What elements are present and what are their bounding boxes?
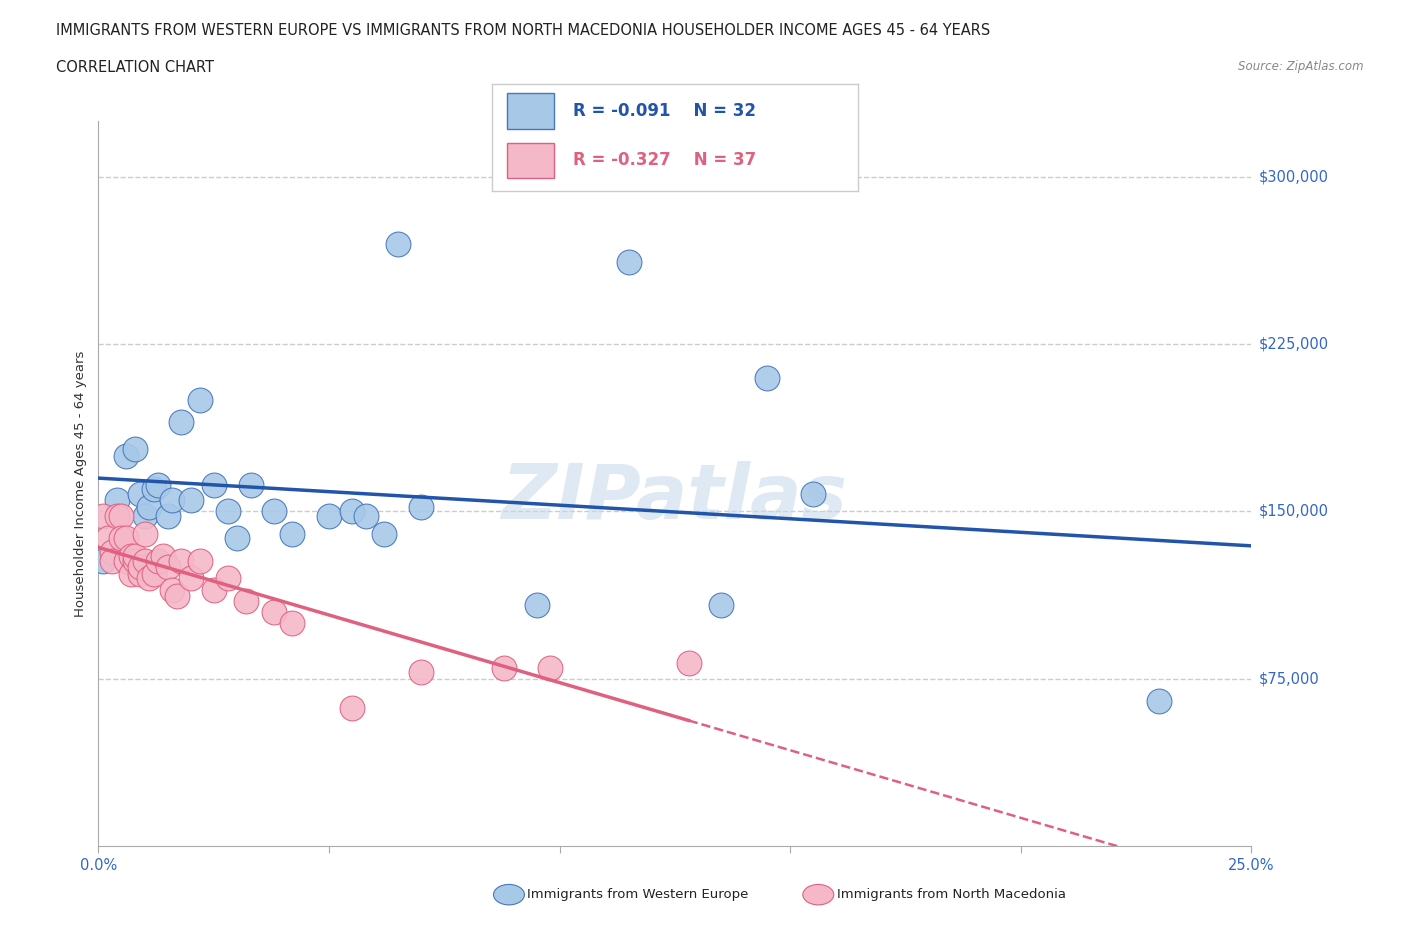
Point xyxy=(678,656,700,671)
Text: Immigrants from Western Europe: Immigrants from Western Europe xyxy=(527,888,748,901)
Point xyxy=(115,553,138,568)
Point xyxy=(124,553,146,568)
Point xyxy=(235,593,257,608)
Point xyxy=(281,616,304,631)
Point xyxy=(239,477,262,492)
Point xyxy=(156,509,179,524)
Text: CORRELATION CHART: CORRELATION CHART xyxy=(56,60,214,75)
Point xyxy=(801,486,824,501)
Point xyxy=(710,598,733,613)
Point xyxy=(387,236,409,251)
Text: $75,000: $75,000 xyxy=(1258,671,1319,686)
Point xyxy=(138,571,160,586)
Text: Source: ZipAtlas.com: Source: ZipAtlas.com xyxy=(1239,60,1364,73)
Point xyxy=(124,549,146,564)
Point xyxy=(129,566,152,581)
Text: $300,000: $300,000 xyxy=(1258,169,1329,184)
Text: Immigrants from North Macedonia: Immigrants from North Macedonia xyxy=(837,888,1066,901)
Point xyxy=(148,553,170,568)
Point xyxy=(101,553,124,568)
Point xyxy=(263,604,285,619)
Point xyxy=(160,582,183,597)
Point xyxy=(148,477,170,492)
Point xyxy=(134,509,156,524)
Point xyxy=(217,504,239,519)
Point xyxy=(101,544,124,559)
Text: R = -0.091    N = 32: R = -0.091 N = 32 xyxy=(572,102,755,120)
Point xyxy=(138,499,160,514)
Y-axis label: Householder Income Ages 45 - 64 years: Householder Income Ages 45 - 64 years xyxy=(75,351,87,617)
Point xyxy=(217,571,239,586)
Point xyxy=(91,553,114,568)
Point xyxy=(115,448,138,463)
Point xyxy=(166,589,188,604)
Bar xyxy=(506,93,554,128)
Point xyxy=(152,549,174,564)
Point xyxy=(617,254,640,269)
Point xyxy=(180,571,202,586)
Point xyxy=(225,531,247,546)
Point xyxy=(129,560,152,575)
Point xyxy=(281,526,304,541)
Point xyxy=(340,700,363,715)
Point xyxy=(160,493,183,508)
Text: IMMIGRANTS FROM WESTERN EUROPE VS IMMIGRANTS FROM NORTH MACEDONIA HOUSEHOLDER IN: IMMIGRANTS FROM WESTERN EUROPE VS IMMIGR… xyxy=(56,23,990,38)
Point xyxy=(129,486,152,501)
Point xyxy=(318,509,340,524)
Point xyxy=(120,549,142,564)
Point xyxy=(188,553,211,568)
Point xyxy=(124,442,146,457)
Text: R = -0.327    N = 37: R = -0.327 N = 37 xyxy=(572,152,756,169)
Point xyxy=(142,482,165,497)
Point xyxy=(263,504,285,519)
Point xyxy=(91,509,114,524)
Point xyxy=(115,531,138,546)
Point xyxy=(110,531,132,546)
Text: $150,000: $150,000 xyxy=(1258,504,1329,519)
Bar xyxy=(506,142,554,178)
Point xyxy=(180,493,202,508)
Point xyxy=(105,509,128,524)
Point xyxy=(538,660,561,675)
Point xyxy=(170,415,193,430)
Point xyxy=(202,582,225,597)
Point xyxy=(134,553,156,568)
Point xyxy=(526,598,548,613)
Point xyxy=(411,499,433,514)
Point xyxy=(105,493,128,508)
Point xyxy=(97,531,120,546)
Point xyxy=(373,526,395,541)
Point xyxy=(1147,694,1170,709)
Point xyxy=(411,665,433,680)
Point xyxy=(756,370,779,385)
Text: $225,000: $225,000 xyxy=(1258,337,1329,352)
Point xyxy=(142,566,165,581)
Point xyxy=(110,509,132,524)
Point xyxy=(188,392,211,407)
Text: ZIPatlas: ZIPatlas xyxy=(502,461,848,535)
Point xyxy=(134,526,156,541)
Point xyxy=(170,553,193,568)
Point xyxy=(120,566,142,581)
Point xyxy=(156,560,179,575)
Point xyxy=(340,504,363,519)
Point xyxy=(354,509,377,524)
Point xyxy=(202,477,225,492)
Point xyxy=(494,660,516,675)
